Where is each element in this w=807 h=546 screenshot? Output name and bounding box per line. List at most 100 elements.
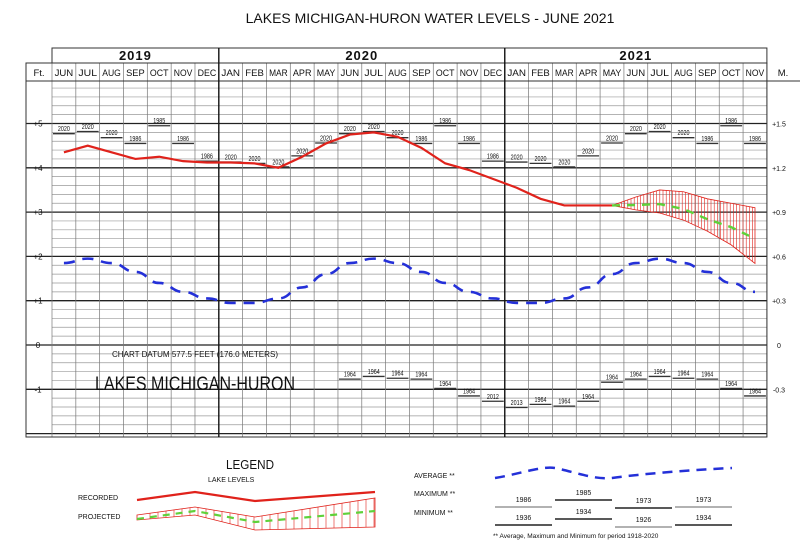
- month-label: SEP: [126, 68, 145, 79]
- y-tick-ft: +4: [33, 164, 43, 173]
- year-label-2020: 2020: [345, 48, 378, 63]
- maximum-record-year-label: 2020: [82, 124, 94, 131]
- month-label: NOV: [174, 68, 193, 79]
- minimum-record-year-label: 1964: [439, 381, 451, 388]
- maximum-record-year-label: 2020: [606, 135, 618, 142]
- legend-projected-label: PROJECTED: [78, 514, 120, 521]
- legend-band-outline: [136, 497, 376, 531]
- year-label-2019: 2019: [119, 48, 152, 63]
- minimum-record-year-label: 1964: [582, 394, 594, 401]
- legend-title: LEGEND: [226, 457, 274, 472]
- maximum-record-year-label: 1986: [749, 136, 761, 143]
- maximum-record-year-label: 2020: [535, 156, 547, 163]
- year-header-row: [51, 47, 768, 64]
- minimum-record-year-label: 1964: [677, 371, 689, 378]
- month-label: DEC: [198, 68, 217, 79]
- legend-max-sample-year: 1986: [516, 497, 532, 504]
- minimum-record-year-label: 1964: [344, 372, 356, 379]
- legend-min-sample-year: 1934: [576, 509, 592, 516]
- month-label: NOV: [460, 68, 479, 79]
- month-label: JAN: [221, 68, 240, 79]
- maximum-record-year-label: 1986: [487, 154, 499, 161]
- month-label: AUG: [674, 68, 693, 79]
- maximum-record-year-label: 1986: [201, 154, 213, 161]
- minimum-record-year-label: 1964: [535, 397, 547, 404]
- legend-min-sample-year: 1926: [636, 517, 652, 524]
- minimum-record-year-label: 2012: [487, 394, 499, 401]
- maximum-record-year-label: 2020: [630, 126, 642, 133]
- maximum-record-year-label: 2020: [225, 155, 237, 162]
- chart-datum-note: CHART DATUM 577.5 FEET (176.0 METERS): [112, 350, 278, 359]
- legend-max-sample-year: 1973: [696, 497, 712, 504]
- legend-subtitle: LAKE LEVELS: [208, 477, 255, 484]
- maximum-record-year-label: 2020: [320, 135, 332, 142]
- maximum-record-year-label: 1986: [725, 118, 737, 125]
- legend-minimum-label: MINIMUM **: [414, 510, 453, 517]
- minimum-record-year-label: 1964: [654, 369, 666, 376]
- y-tick-m: +0.6: [772, 254, 786, 261]
- month-label: DEC: [484, 68, 503, 79]
- month-label: MAR: [269, 68, 288, 79]
- maximum-record-year-label: 1986: [415, 136, 427, 143]
- minimum-record-year-label: 1964: [630, 372, 642, 379]
- minimum-record-year-label: 1964: [749, 388, 761, 395]
- maximum-record-year-label: 1985: [153, 118, 165, 125]
- maximum-record-year-label: 1986: [129, 136, 141, 143]
- legend-footnote: ** Average, Maximum and Minimum for peri…: [493, 533, 659, 540]
- month-label: MAY: [317, 68, 336, 79]
- projected-range-band: [610, 189, 756, 265]
- month-label: FEB: [531, 68, 550, 79]
- chart-title: LAKES MICHIGAN-HURON WATER LEVELS - JUNE…: [246, 10, 615, 26]
- maximum-record-year-label: 2020: [677, 130, 689, 137]
- y-tick-m: +0.3: [772, 299, 786, 306]
- left-axis-unit: Ft.: [33, 68, 44, 79]
- month-label: NOV: [746, 68, 765, 79]
- minimum-record-year-label: 1964: [392, 371, 404, 378]
- maximum-record-year-label: 2020: [344, 126, 356, 133]
- year-label-2021: 2021: [619, 48, 652, 63]
- y-tick-ft: +5: [33, 120, 43, 129]
- month-label: MAY: [603, 68, 622, 79]
- legend-average-label: AVERAGE **: [414, 473, 455, 480]
- maximum-record-year-label: 1986: [701, 136, 713, 143]
- month-label: AUG: [102, 68, 121, 79]
- y-tick-m: 0: [777, 343, 781, 350]
- legend-max-min-samples: 1986 1936 1985 1934 1973 1926 1973 1934: [495, 490, 732, 528]
- maximum-record-year-label: 2020: [368, 124, 380, 131]
- legend-average-line: [494, 466, 733, 480]
- y-tick-ft: -1: [34, 385, 42, 394]
- maximum-record-year-label: 1986: [439, 118, 451, 125]
- minimum-record-year-label: 1964: [701, 372, 713, 379]
- maximum-record-year-label: 2020: [558, 159, 570, 166]
- month-label: SEP: [698, 68, 717, 79]
- month-label: JAN: [507, 68, 526, 79]
- minimum-record-year-label: 1964: [606, 375, 618, 382]
- month-label: JUL: [78, 68, 97, 79]
- month-label: JUN: [627, 68, 646, 79]
- maximum-record-year-label: 1986: [463, 136, 475, 143]
- y-tick-ft: 0: [36, 341, 41, 350]
- minimum-record-year-label: 1964: [415, 372, 427, 379]
- legend-max-sample-year: 1985: [576, 490, 592, 497]
- maximum-record-year-label: 2020: [392, 130, 404, 137]
- maximum-record-year-label: 2020: [249, 156, 261, 163]
- maximum-record-year-label: 2020: [58, 126, 70, 133]
- minimum-record-year-label: 1964: [725, 381, 737, 388]
- month-label: FEB: [245, 68, 264, 79]
- legend-min-sample-year: 1934: [696, 515, 712, 522]
- grid: Ft. M. 2019 2020 2021 JUN JUL AUG SEP OCT NOV DEC JA…: [25, 47, 800, 438]
- legend-projected-line: [136, 509, 376, 524]
- minimum-record-year-label: 1964: [558, 399, 570, 406]
- minimum-record-year-label: 2013: [511, 400, 523, 407]
- legend-projected-band: [136, 497, 376, 531]
- y-tick-ft: +1: [33, 297, 43, 306]
- right-axis-unit: M.: [778, 68, 789, 79]
- month-label: OCT: [722, 68, 741, 79]
- projected-line: [611, 202, 756, 240]
- average-line: [63, 257, 756, 305]
- month-label: SEP: [412, 68, 431, 79]
- lake-name-label: LAKES MICHIGAN-HURON: [95, 374, 295, 395]
- month-label: JUL: [650, 68, 669, 79]
- month-label: JUN: [341, 68, 360, 79]
- maximum-record-year-label: 2020: [272, 159, 284, 166]
